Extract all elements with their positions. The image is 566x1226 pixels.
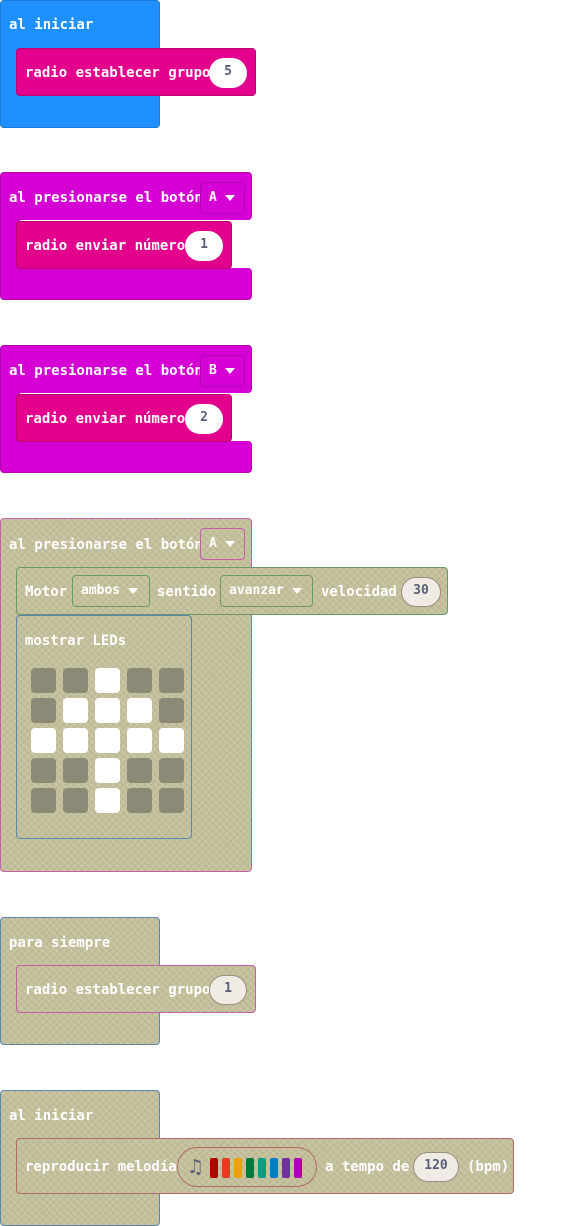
send-number-input[interactable]: 2 [185,404,223,434]
melody-note-bar [258,1158,266,1178]
motor-which-value: ambos [81,583,121,598]
forever-label: para siempre [9,935,111,951]
radio-send-number-block[interactable]: radio enviar número 1 [16,221,232,269]
on-button-label: al presionarse el botón [9,190,203,206]
melody-note-bar [222,1158,230,1178]
button-b-value: B [209,363,217,378]
on-button-a-block[interactable]: al presionarse el botón A [0,172,252,220]
led-cell[interactable] [95,788,120,813]
on-start-label: al iniciar [9,1108,94,1124]
music-note-icon: ♫ [187,1156,205,1178]
show-leds-block[interactable]: mostrar LEDs [16,615,192,839]
direction-dropdown[interactable]: avanzar [220,575,313,607]
led-cell[interactable] [95,698,120,723]
led-cell[interactable] [31,788,56,813]
melody-note-bar [210,1158,218,1178]
led-cell[interactable] [127,728,152,753]
direction-value: avanzar [229,583,284,598]
chevron-down-icon [128,587,139,594]
chevron-down-icon [291,587,302,594]
play-melody-block[interactable]: reproducir melodía ♫ a tempo de 120 (bpm… [16,1138,514,1194]
led-cell[interactable] [159,758,184,783]
led-cell[interactable] [127,788,152,813]
on-button-a-footer [0,268,252,300]
radio-send-number-label: radio enviar número [25,411,186,427]
bpm-label: (bpm) [467,1159,510,1175]
on-button-label: al presionarse el botón [9,537,203,553]
on-button-b-footer [0,441,252,473]
on-button-label: al presionarse el botón [9,363,203,379]
led-cell[interactable] [127,698,152,723]
led-cell[interactable] [159,668,184,693]
chevron-down-icon [224,194,235,201]
led-cell[interactable] [127,668,152,693]
led-cell[interactable] [63,788,88,813]
melody-note-bar [294,1158,302,1178]
group-number-input[interactable]: 5 [209,58,247,88]
motor-block[interactable]: Motor ambos sentido avanzar velocidad 30 [16,567,448,615]
tempo-label: a tempo de [325,1159,410,1175]
led-cell[interactable] [127,758,152,783]
radio-set-group-block[interactable]: radio establecer grupo 1 [16,965,256,1013]
led-cell[interactable] [95,728,120,753]
send-number-input[interactable]: 1 [185,231,223,261]
tempo-input[interactable]: 120 [413,1152,459,1182]
button-a-value: A [209,190,217,205]
chevron-down-icon [224,367,235,374]
led-cell[interactable] [95,758,120,783]
radio-set-group-label: radio establecer grupo [25,982,211,998]
button-a-dropdown[interactable]: A [200,528,245,560]
direction-label: sentido [157,584,217,600]
led-cell[interactable] [63,698,88,723]
radio-set-group-block[interactable]: radio establecer grupo 5 [16,48,256,96]
speed-label: velocidad [321,584,397,600]
play-melody-label: reproducir melodía [25,1159,177,1175]
led-cell[interactable] [159,698,184,723]
melody-picker[interactable]: ♫ [177,1147,317,1187]
button-a-dropdown[interactable]: A [200,182,245,214]
button-b-dropdown[interactable]: B [200,355,245,387]
led-grid [31,668,191,818]
motor-which-dropdown[interactable]: ambos [72,575,150,607]
melody-note-bar [270,1158,278,1178]
led-cell[interactable] [159,728,184,753]
melody-note-bar [282,1158,290,1178]
led-cell[interactable] [31,698,56,723]
chevron-down-icon [224,540,235,547]
led-cell[interactable] [159,788,184,813]
led-cell[interactable] [63,668,88,693]
speed-input[interactable]: 30 [401,577,441,607]
group-number-input[interactable]: 1 [209,975,247,1005]
led-cell[interactable] [31,728,56,753]
melody-note-bar [234,1158,242,1178]
led-cell[interactable] [95,668,120,693]
button-a-value: A [209,536,217,551]
show-leds-label: mostrar LEDs [25,633,127,649]
on-start-label: al iniciar [9,17,94,33]
radio-set-group-label: radio establecer grupo [25,65,211,81]
radio-send-number-label: radio enviar número [25,238,186,254]
led-cell[interactable] [63,728,88,753]
led-cell[interactable] [31,668,56,693]
radio-send-number-block[interactable]: radio enviar número 2 [16,394,232,442]
on-button-b-block[interactable]: al presionarse el botón B [0,345,252,393]
led-cell[interactable] [63,758,88,783]
motor-label: Motor [25,584,68,600]
melody-note-bar [246,1158,254,1178]
led-cell[interactable] [31,758,56,783]
